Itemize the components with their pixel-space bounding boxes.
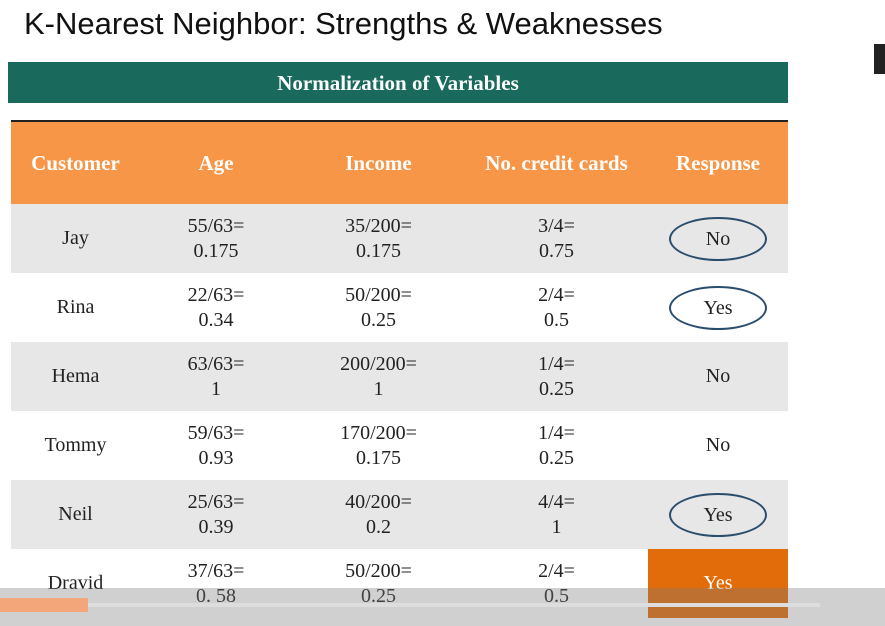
cell-text: 0.39 [198, 515, 234, 538]
cell-text: 0.2 [366, 515, 391, 538]
cell-text: Rina [56, 296, 95, 318]
cell: Neil [11, 480, 140, 549]
cell-text: 0.175 [193, 239, 239, 262]
logo [874, 44, 885, 74]
cell: 1/4= 0.25 [465, 342, 648, 411]
column-header: Response [648, 120, 788, 204]
cell-text: Neil [58, 503, 93, 525]
response-oval: No [669, 216, 767, 261]
cell: 2/4= 0.5 [465, 273, 648, 342]
cell: 1/4= 0.25 [465, 411, 648, 480]
cell-text: 0.93 [198, 446, 234, 469]
cell-text: 0.25 [361, 584, 396, 607]
cell: 55/63= 0.175 [140, 204, 292, 273]
cell-text: 0.5 [544, 584, 569, 607]
column-header: Income [292, 120, 465, 204]
cell: Rina [11, 273, 140, 342]
cell-text: 37/63= [187, 559, 245, 582]
cell-text: 1/4= [538, 352, 575, 375]
cell-text: 0.5 [544, 308, 569, 331]
cell-text: 50/200= [345, 283, 412, 306]
slide-title: K-Nearest Neighbor: Strengths & Weakness… [24, 6, 663, 41]
cell-text: 0.25 [539, 446, 574, 469]
cell-text: 200/200= [340, 352, 417, 375]
cell-text: Dravid [47, 572, 104, 594]
row: Neil 25/63= 0.39 40/200= 0.2 4/4= 1 Yes [11, 480, 788, 549]
cell: Yes [648, 480, 788, 549]
column-header: Customer [11, 120, 140, 204]
cell: Yes [648, 273, 788, 342]
cell-text: No [705, 434, 731, 456]
cell-text: 1/4= [538, 421, 575, 444]
cell-text: 63/63= [187, 352, 245, 375]
cell-text: 2/4= [538, 559, 575, 582]
cell: Dravid [11, 549, 140, 618]
row: Hema 63/63= 1 200/200= 1 1/4= 0.25 No [11, 342, 788, 411]
cell-text: 3/4= [538, 214, 575, 237]
cell-text: No [705, 227, 731, 250]
cell-text: 0. 58 [196, 584, 236, 607]
cell-text: No [705, 365, 731, 387]
cell-text: 50/200= [345, 559, 412, 582]
cell-text: 1 [373, 377, 384, 400]
row: Jay 55/63= 0.175 35/200= 0.175 3/4= 0.75 No [11, 204, 788, 273]
cell: 50/200= 0.25 [292, 549, 465, 618]
cell-text: 0.175 [356, 239, 401, 262]
cell-text: 35/200= [345, 214, 412, 237]
cell: 37/63= 0. 58 [140, 549, 292, 618]
banner: Normalization of Variables [8, 62, 788, 103]
progress-track[interactable] [88, 603, 820, 607]
response-oval: Yes [669, 285, 767, 330]
cell-text: 25/63= [187, 490, 245, 513]
cell: 35/200= 0.175 [292, 204, 465, 273]
cell-text: 40/200= [345, 490, 412, 513]
column-header: Age [140, 120, 292, 204]
cell-text: 4/4= [538, 490, 575, 513]
progress [0, 598, 88, 612]
cell-text: Hema [51, 365, 100, 387]
cell: 200/200= 1 [292, 342, 465, 411]
cell-text: Yes [703, 296, 733, 319]
cell-text: 1 [211, 377, 221, 400]
cell-text: 0.25 [539, 377, 574, 400]
cell-text: Jay [62, 227, 89, 249]
cell: 4/4= 1 [465, 480, 648, 549]
cell: 3/4= 0.75 [465, 204, 648, 273]
cell: 50/200= 0.25 [292, 273, 465, 342]
cell-text: 1 [551, 515, 562, 538]
response-oval: Yes [669, 492, 767, 537]
row: Rina 22/63= 0.34 50/200= 0.25 2/4= 0.5 Yes [11, 273, 788, 342]
cell-text: 0.75 [539, 239, 574, 262]
cell-text: Yes [703, 572, 733, 594]
cell-text: 55/63= [187, 214, 245, 237]
cell-text: 59/63= [187, 421, 245, 444]
cell-text: 2/4= [538, 283, 575, 306]
cell: Tommy [11, 411, 140, 480]
column-header: No. credit cards [465, 120, 648, 204]
header-row: Customer Age Income No. credit cards Respons… [11, 120, 788, 204]
cell: 40/200= 0.2 [292, 480, 465, 549]
cell: 25/63= 0.39 [140, 480, 292, 549]
cell: No [648, 342, 788, 411]
cell: Jay [11, 204, 140, 273]
row: Tommy 59/63= 0.93 170/200= 0.175 1/4= 0.25 No [11, 411, 788, 480]
cell: 2/4= 0.5 [465, 549, 648, 618]
cell-text: 0.175 [356, 446, 401, 469]
cell: No [648, 204, 788, 273]
cell: 59/63= 0.93 [140, 411, 292, 480]
cell: 170/200= 0.175 [292, 411, 465, 480]
cell-text: 22/63= [187, 283, 245, 306]
cell: 63/63= 1 [140, 342, 292, 411]
cell-text: Yes [703, 503, 733, 526]
cell: No [648, 411, 788, 480]
video-controls[interactable] [0, 588, 885, 626]
cell-text: 0.25 [361, 308, 396, 331]
cell: 22/63= 0.34 [140, 273, 292, 342]
table: Customer Age Income No. credit cards Respons… [11, 120, 788, 618]
cell-text: 170/200= [340, 421, 417, 444]
cell: Hema [11, 342, 140, 411]
cell-text: Tommy [44, 434, 107, 456]
cell-text: 0.34 [198, 308, 234, 331]
